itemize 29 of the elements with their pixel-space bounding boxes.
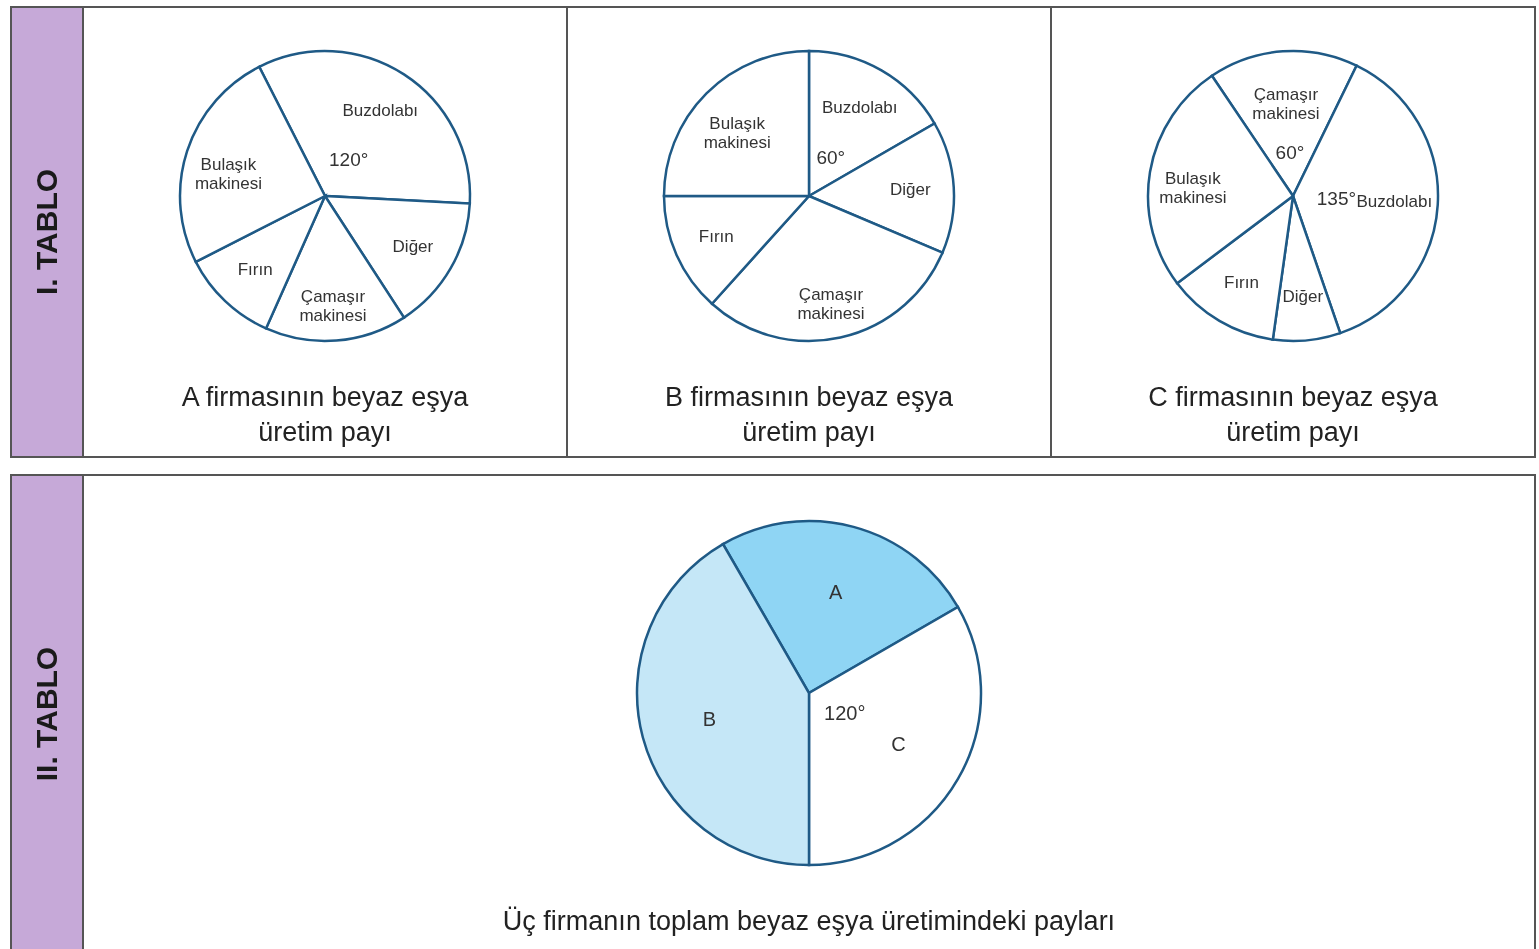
data-label: 60° — [1275, 141, 1305, 163]
slice-label: Çamaşır makinesi — [797, 285, 865, 324]
slice-label: Buzdolabı — [1356, 192, 1433, 212]
slice-label: Bulaşık makinesi — [1159, 169, 1227, 208]
slice-label: Diğer — [392, 236, 434, 256]
slice-label: Fırın — [237, 259, 273, 279]
slice-label: Bulaşık makinesi — [703, 114, 771, 153]
text: II. TABLO — [30, 646, 64, 782]
slice-label: A — [829, 581, 844, 604]
text: C firmasının beyaz eşya üretim payı — [1147, 381, 1439, 450]
slice-label: Fırın — [698, 227, 734, 247]
text: B firmasının beyaz eşya üretim payı — [663, 381, 955, 450]
data-label: 120° — [824, 701, 866, 724]
slice-label: Fırın — [1224, 273, 1259, 293]
data-label: 60° — [816, 147, 846, 169]
slice-label: Bulaşık makinesi — [194, 154, 263, 193]
data-label: 120° — [329, 148, 369, 170]
text: A firmasının beyaz eşya üretim payı — [180, 381, 470, 450]
slice-label: Çamaşır makinesi — [299, 287, 367, 326]
slice-label: Çamaşır makinesi — [1252, 84, 1320, 123]
slice-label: Diğer — [890, 179, 931, 199]
slice-label: B — [702, 707, 716, 730]
slice-label: Diğer — [1282, 287, 1324, 307]
text: Üç firmanın toplam beyaz eşya üretimindeki payları — [501, 905, 1117, 938]
slice-label: Buzdolabı — [821, 98, 898, 118]
slice-label: Buzdolabı — [342, 100, 419, 120]
data-label: 135° — [1316, 187, 1357, 209]
slice-label: C — [891, 732, 906, 755]
text: I. TABLO — [30, 168, 64, 296]
